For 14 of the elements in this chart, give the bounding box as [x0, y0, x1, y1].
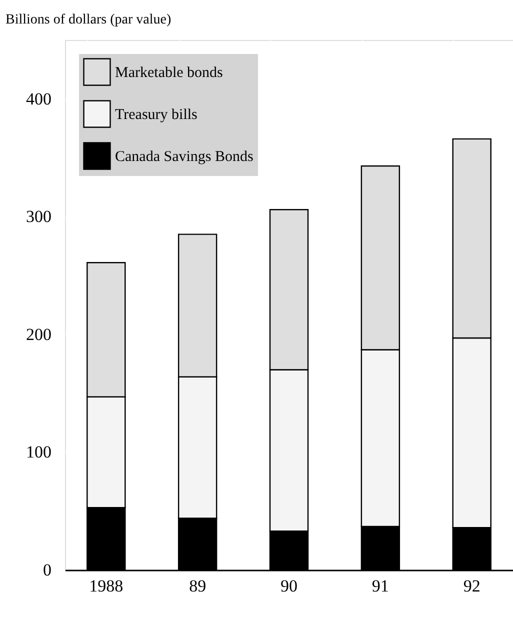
x-tick-label: 89	[189, 576, 206, 596]
x-tick-label: 92	[463, 576, 480, 596]
legend-label: Marketable bonds	[115, 65, 224, 81]
x-tick-label: 90	[280, 576, 298, 596]
legend-label: Canada Savings Bonds	[115, 149, 254, 165]
x-tick-label: 1988	[89, 576, 124, 596]
y-tick-label: 100	[26, 442, 52, 462]
y-tick-label: 0	[43, 560, 52, 580]
y-tick-label: 200	[26, 324, 52, 344]
legend-label: Treasury bills	[115, 107, 198, 123]
y-tick-label: 300	[26, 207, 52, 226]
x-tick-label: 91	[372, 576, 389, 596]
y-tick-label: 400	[26, 89, 52, 108]
y-axis-title: Billions of dollars (par value)	[6, 12, 172, 28]
